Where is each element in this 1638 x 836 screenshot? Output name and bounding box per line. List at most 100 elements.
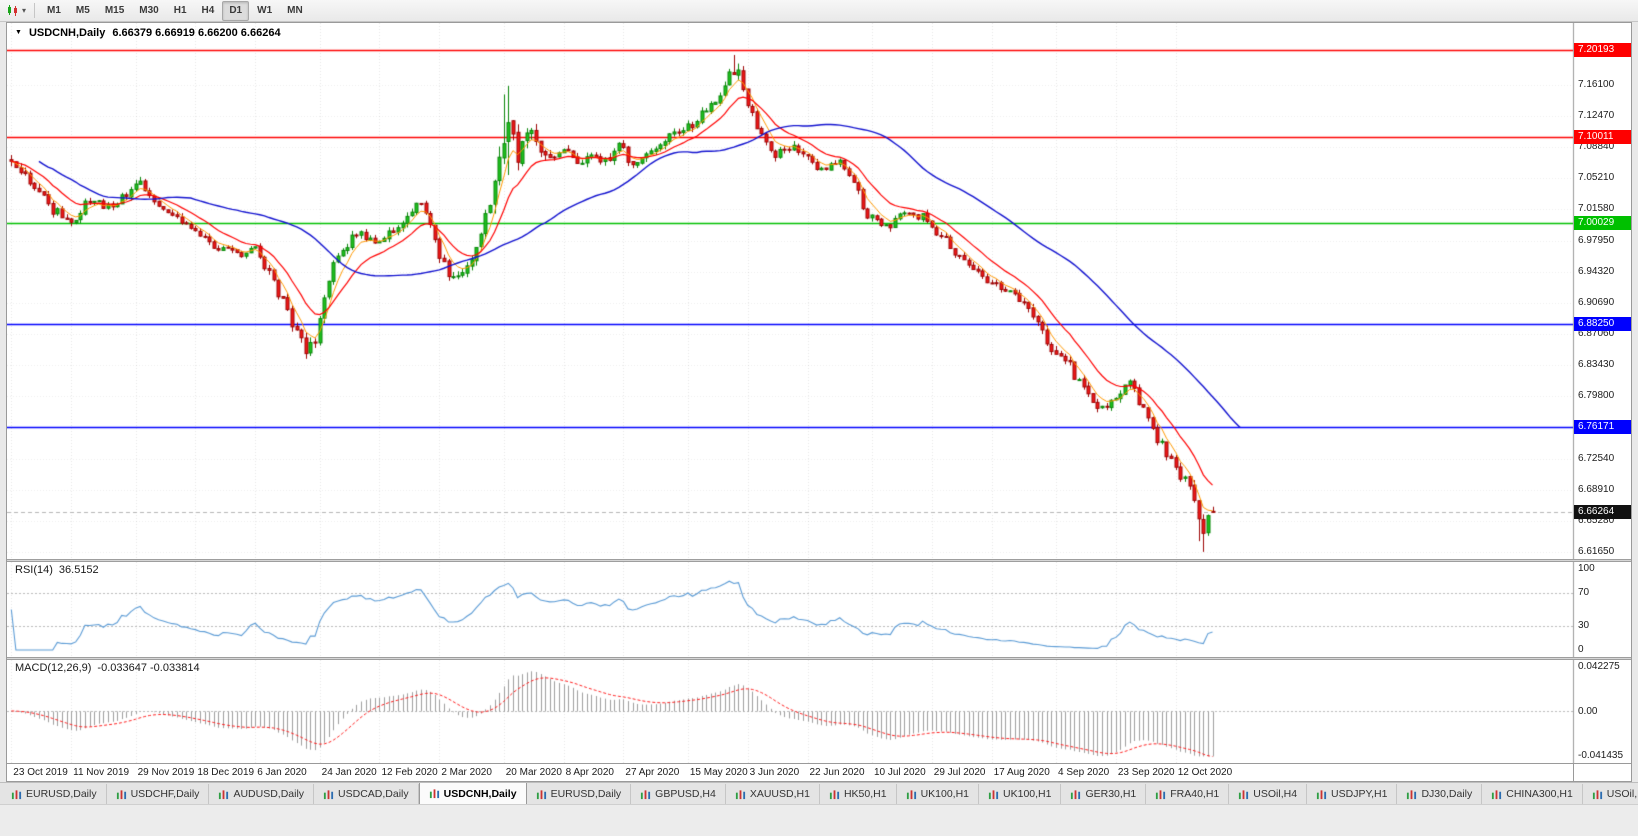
date-axis-label: 12 Oct 2020 bbox=[1177, 767, 1233, 778]
period-button-d1[interactable]: D1 bbox=[222, 0, 250, 21]
chart-tab-china300-h1[interactable]: CHINA300,H1 bbox=[1482, 784, 1583, 804]
chart-tab-icon bbox=[1492, 789, 1502, 799]
date-axis-label: 22 Jun 2020 bbox=[809, 767, 865, 778]
chart-tab-icon bbox=[1239, 789, 1249, 799]
chart-tab-label: UK100,H1 bbox=[920, 788, 970, 800]
chart-tab-usdcad-daily[interactable]: USDCAD,Daily bbox=[314, 784, 419, 804]
chart-tab-eurusd-daily[interactable]: EURUSD,Daily bbox=[526, 784, 632, 804]
timeframes-toolbar: ▾ M1 M5 M15 M30 H1 H4 D1 W1 MN bbox=[0, 0, 1638, 22]
chart-tab-icon bbox=[988, 789, 999, 799]
period-button-w1[interactable]: W1 bbox=[257, 4, 273, 16]
chart-tab-fra40-h1[interactable]: FRA40,H1 bbox=[1146, 784, 1230, 804]
price-axis-tick: 7.05210 bbox=[1578, 172, 1615, 184]
hline-price-tag: 6.76171 bbox=[1574, 420, 1631, 435]
period-button-m5[interactable]: M5 bbox=[75, 4, 90, 16]
period-button-h1[interactable]: H1 bbox=[173, 4, 187, 16]
chart-tab-usdchf-daily[interactable]: USDCHF,Daily bbox=[106, 784, 210, 804]
price-axis-tick: 6.61650 bbox=[1578, 545, 1615, 557]
period-button-m1[interactable]: M1 bbox=[47, 4, 61, 16]
chart-tab-hk50-h1[interactable]: HK50,H1 bbox=[819, 784, 897, 804]
price-axis-tick: 7.12470 bbox=[1578, 110, 1615, 122]
chart-tab-ger30-h1[interactable]: GER30,H1 bbox=[1061, 784, 1147, 804]
date-axis-label: 3 Jun 2020 bbox=[749, 767, 800, 778]
chart-tab-label: FRA40,H1 bbox=[1170, 788, 1220, 800]
chart-tab-label: USDCHF,Daily bbox=[130, 788, 200, 800]
chart-tab-icon bbox=[11, 789, 22, 799]
chart-ohlc-values: 6.66379 6.66919 6.66200 6.66264 bbox=[112, 27, 281, 39]
chart-tab-icon bbox=[323, 789, 334, 799]
price-axis-tick: 6.97950 bbox=[1578, 234, 1615, 246]
chart-tab-icon bbox=[1407, 789, 1417, 799]
date-axis-label: 29 Jul 2020 bbox=[933, 767, 986, 778]
pane-resize-handle[interactable] bbox=[7, 657, 1631, 660]
price-axis-tick: 7.16100 bbox=[1578, 78, 1615, 90]
chart-tab-gbpusd-h4[interactable]: GBPUSD,H4 bbox=[631, 784, 726, 804]
chart-tab-label: GBPUSD,H4 bbox=[655, 788, 716, 800]
price-axis-tick: 7.01580 bbox=[1578, 203, 1615, 215]
price-axis-tick: 6.68910 bbox=[1578, 483, 1615, 495]
chart-tabs-bar: EURUSD,Daily USDCHF,Daily AUDUSD,Daily USDC… bbox=[0, 782, 1638, 804]
chart-tab-label: AUDUSD,Daily bbox=[233, 788, 305, 800]
chart-tab-icon bbox=[1316, 789, 1327, 799]
rsi-axis-tick: 100 bbox=[1578, 563, 1595, 574]
chart-tab-xauusd-h1[interactable]: XAUUSD,H1 bbox=[725, 784, 820, 804]
rsi-axis-tick: 30 bbox=[1578, 619, 1590, 631]
period-button-mn[interactable]: MN bbox=[287, 4, 303, 16]
cursor-tool-button[interactable]: ▾ bbox=[4, 1, 29, 21]
chart-title: ▼ USDCNH,Daily 6.66379 6.66919 6.66200 6… bbox=[15, 27, 281, 39]
chart-tab-label: USDCAD,Daily bbox=[338, 788, 409, 800]
price-chart-canvas[interactable] bbox=[7, 23, 1631, 559]
chart-tab-audusd-daily[interactable]: AUDUSD,Daily bbox=[209, 784, 315, 804]
chart-tab-icon bbox=[116, 789, 126, 799]
chart-tab-usdjpy-h1[interactable]: USDJPY,H1 bbox=[1307, 784, 1398, 804]
chart-tab-icon bbox=[1156, 789, 1166, 799]
chart-tab-usoil-h1[interactable]: USOil,H1 bbox=[1582, 784, 1638, 804]
chart-tab-uk100-h1[interactable]: UK100,H1 bbox=[979, 784, 1062, 804]
chart-tab-label: USOil,H4 bbox=[1253, 788, 1298, 800]
date-axis-label: 18 Dec 2019 bbox=[197, 767, 255, 778]
date-axis-label: 15 May 2020 bbox=[689, 767, 748, 778]
chart-cursor-icon bbox=[8, 5, 17, 16]
rsi-value: 36.5152 bbox=[58, 564, 99, 576]
date-axis-label: 2 Mar 2020 bbox=[441, 767, 492, 778]
chart-tab-usoil-h4[interactable]: USOil,H4 bbox=[1229, 784, 1308, 804]
chart-tab-label: USOil,H1 bbox=[1606, 788, 1638, 800]
date-axis-label: 24 Jan 2020 bbox=[321, 767, 377, 778]
rsi-axis-tick: 70 bbox=[1578, 587, 1590, 599]
date-axis-label: 4 Sep 2020 bbox=[1058, 767, 1110, 778]
period-button-h4[interactable]: H4 bbox=[201, 4, 215, 16]
date-axis-label: 23 Oct 2019 bbox=[13, 767, 68, 778]
macd-canvas[interactable] bbox=[7, 660, 1631, 763]
toolbar-separator bbox=[34, 3, 36, 18]
price-axis-tick: 6.79800 bbox=[1578, 390, 1615, 402]
chart-tab-eurusd-daily[interactable]: EURUSD,Daily bbox=[2, 784, 107, 804]
chart-tab-uk100-h1[interactable]: UK100,H1 bbox=[896, 784, 980, 804]
rsi-canvas[interactable] bbox=[7, 562, 1631, 657]
chart-tab-dj30-daily[interactable]: DJ30,Daily bbox=[1397, 784, 1483, 804]
hline-price-tag: 6.88250 bbox=[1574, 316, 1631, 331]
chart-tab-label: USDCNH,Daily bbox=[443, 787, 517, 800]
price-axis-tick: 6.72540 bbox=[1578, 452, 1615, 464]
macd-axis-tick: -0.041435 bbox=[1578, 750, 1624, 761]
dropdown-caret-icon: ▾ bbox=[22, 6, 27, 15]
panel-toggle-icon[interactable]: ▼ bbox=[15, 29, 22, 36]
chart-symbol-period: USDCNH,Daily bbox=[28, 27, 106, 39]
pane-resize-handle[interactable] bbox=[7, 559, 1631, 562]
period-button-m15[interactable]: M15 bbox=[104, 4, 125, 16]
status-bar bbox=[0, 804, 1638, 836]
period-button-m30[interactable]: M30 bbox=[139, 4, 159, 16]
timeframe-buttons: M1 M5 M15 M30 H1 H4 D1 W1 MN bbox=[40, 0, 310, 21]
price-axis-tick: 7.08840 bbox=[1578, 141, 1615, 153]
price-axis-tick: 6.94320 bbox=[1578, 265, 1615, 277]
chart-tab-label: CHINA300,H1 bbox=[1506, 788, 1573, 800]
chart-tab-label: UK100,H1 bbox=[1003, 788, 1052, 800]
chart-tab-icon bbox=[429, 789, 439, 799]
chart-tab-label: DJ30,Daily bbox=[1421, 788, 1473, 800]
date-axis-label: 8 Apr 2020 bbox=[565, 767, 614, 778]
rsi-label: RSI(14) 36.5152 bbox=[15, 564, 99, 576]
price-axis-tick: 6.65280 bbox=[1578, 514, 1615, 526]
rsi-pane: RSI(14) 36.5152 100 70 30 0 bbox=[7, 562, 1631, 657]
macd-label: MACD(12,26,9) -0.033647 -0.033814 bbox=[15, 662, 200, 674]
chart-tab-usdcnh-daily[interactable]: USDCNH,Daily bbox=[418, 783, 527, 804]
